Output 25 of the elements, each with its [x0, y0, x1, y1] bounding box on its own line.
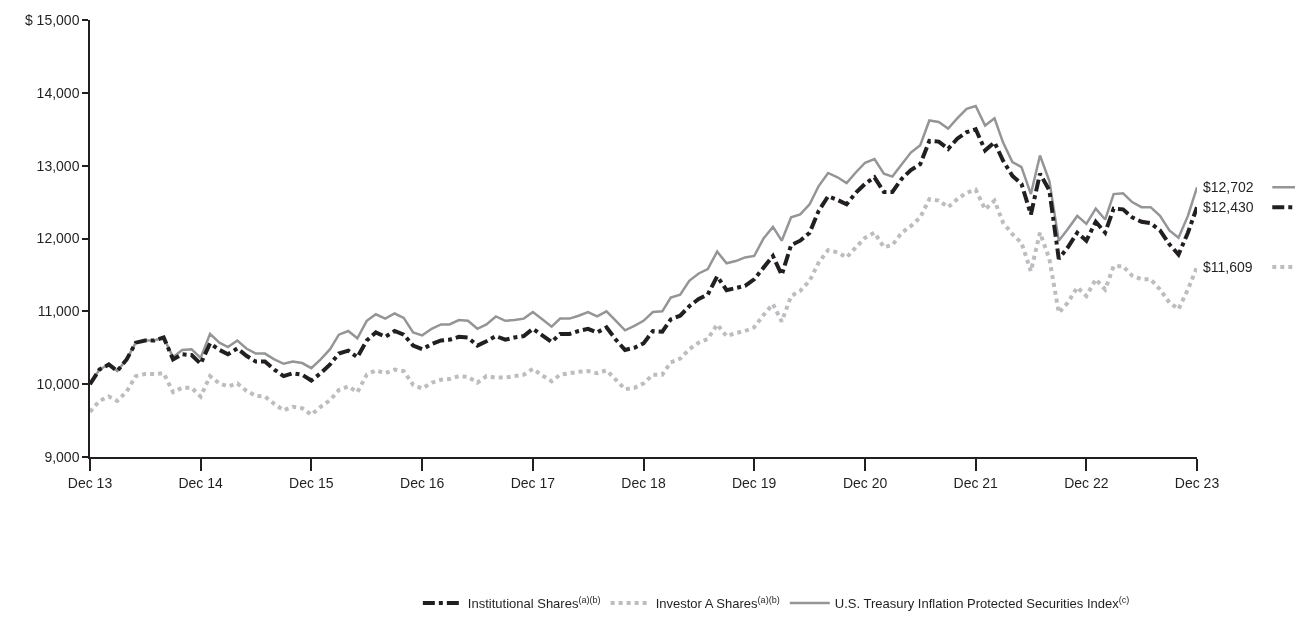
legend-label: Investor A Shares$^{(a)(b)}$ — [655, 594, 780, 612]
x-tick-label: Dec 17 — [510, 474, 556, 491]
y-tick-label: 9,000 — [44, 448, 80, 465]
x-tick-label: Dec 21 — [953, 474, 999, 491]
x-tick-label: Dec 16 — [400, 474, 445, 491]
y-tick-label: 13,000 — [36, 157, 80, 174]
x-tick-label: Dec 13 — [67, 474, 113, 491]
x-tick-label: Dec 19 — [731, 474, 777, 491]
x-tick-label: Dec 18 — [621, 474, 666, 491]
x-tick-label: Dec 23 — [1174, 474, 1220, 491]
x-tick-label: Dec 14 — [178, 474, 224, 491]
x-tick-label: Dec 15 — [289, 474, 334, 491]
annotation: $11,609 — [1203, 259, 1253, 275]
y-tick-label: 10,000 — [36, 376, 80, 393]
y-tick-label: 12,000 — [36, 230, 80, 247]
x-tick-label: Dec 20 — [842, 474, 888, 491]
legend-label: U.S. Treasury Inflation Protected Securities Index$^{(c)}$ — [834, 594, 1130, 612]
line-series — [90, 187, 1197, 417]
annotation: $12,702 — [1203, 179, 1254, 195]
legend-label: Institutional Shares$^{(a)(b)}$ — [467, 594, 601, 612]
y-tick-label: 11,000 — [37, 303, 80, 320]
y-tick-label: $ 15,000 — [24, 11, 80, 28]
y-tick-label: 14,000 — [36, 84, 80, 101]
x-tick-label: Dec 22 — [1064, 474, 1109, 491]
annotation: $12,430 — [1203, 199, 1254, 215]
